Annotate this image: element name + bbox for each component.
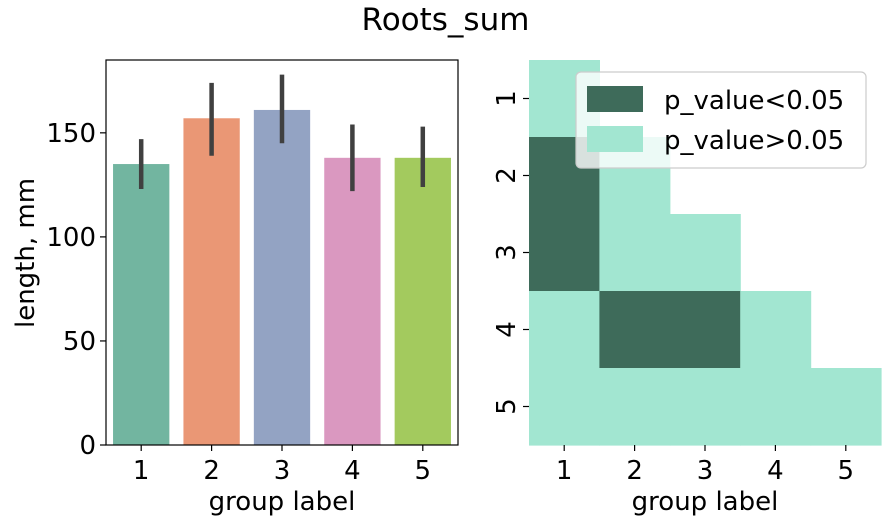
heatmap-y-tick-label: 5: [492, 398, 522, 415]
heatmap-y-tick-label: 1: [492, 90, 522, 107]
heatmap-y-tick-label: 2: [492, 167, 522, 184]
heatmap-x-tick-label: 1: [556, 456, 573, 486]
bar-y-tick-label: 150: [46, 119, 96, 149]
bar-y-axis-label: length, mm: [11, 178, 41, 328]
heatmap-cell-5-3: [669, 368, 741, 446]
heatmap-cell-5-4: [740, 368, 812, 446]
legend-label: p_value<0.05: [664, 86, 844, 116]
bar-x-tick-label: 5: [415, 456, 432, 486]
bar-x-tick-label: 3: [274, 456, 291, 486]
bar-y-tick-label: 100: [46, 223, 96, 253]
legend-label: p_value>0.05: [664, 126, 844, 156]
bar-x-tick-label: 4: [344, 456, 361, 486]
heatmap-cell-4-4: [740, 291, 812, 369]
heatmap-cell-3-2: [599, 214, 671, 292]
heatmap-cell-4-1: [529, 291, 600, 369]
legend-swatch: [587, 86, 643, 112]
legend-swatch: [587, 126, 643, 152]
heatmap-y-tick-label: 3: [492, 244, 522, 261]
bar-5: [394, 157, 451, 446]
heatmap-x-tick-label: 5: [838, 456, 855, 486]
bar-chart: 0 50 100 150 1 2 3 4 5 group label length, mm: [11, 59, 459, 517]
bar-3: [253, 109, 311, 445]
heatmap-x-tick-label: 2: [626, 456, 643, 486]
heatmap-cell-5-5: [810, 368, 882, 446]
bar-x-tick-label: 1: [133, 456, 150, 486]
heatmap-cell-3-3: [669, 214, 741, 292]
legend-box: [575, 71, 867, 169]
heatmap-y-tick-label: 4: [492, 321, 522, 338]
heatmap-x-tick-label: 3: [697, 456, 714, 486]
bar-y-tick-label: 50: [63, 327, 96, 357]
heatmap-cell-3-1: [529, 214, 600, 292]
heatmap-x-axis-label: group label: [632, 487, 779, 517]
bar-y-tick-label: 0: [79, 431, 96, 461]
bar-x-tick-label: 2: [203, 456, 220, 486]
heatmap-cell-5-1: [529, 368, 600, 446]
bar-2: [183, 118, 240, 446]
heatmap-cell-4-3: [669, 291, 741, 369]
heatmap-x-tick-label: 4: [767, 456, 784, 486]
figure-title: Roots_sum: [361, 2, 530, 38]
bar-4: [324, 157, 381, 446]
bar-1: [113, 164, 170, 445]
heatmap-cell-4-2: [599, 291, 671, 369]
bar-x-axis-label: group label: [209, 487, 356, 517]
heatmap-legend: p_value<0.05 p_value>0.05: [575, 71, 867, 169]
heatmap-cell-5-2: [599, 368, 671, 446]
